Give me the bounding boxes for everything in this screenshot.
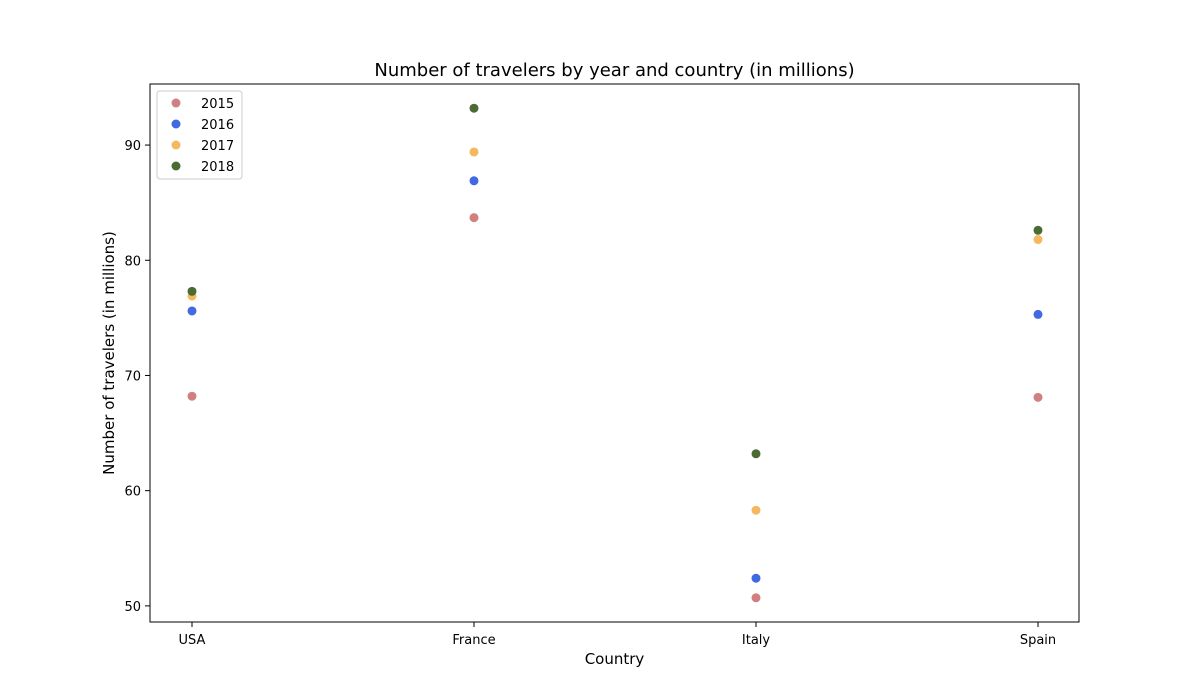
legend-frame <box>156 90 243 180</box>
data-point-2016-italy <box>751 573 761 583</box>
legend-label: 2015 <box>201 97 234 112</box>
legend-marker <box>171 98 181 108</box>
data-point-2018-france <box>469 103 479 113</box>
legend-marker <box>171 119 181 129</box>
x-axis-label: Country <box>585 650 645 668</box>
data-points <box>187 103 1043 603</box>
legend-label: 2018 <box>201 160 234 175</box>
data-point-2017-italy <box>751 505 761 515</box>
data-point-2015-france <box>469 213 479 223</box>
y-axis-label: Number of travelers (in millions) <box>100 231 118 475</box>
y-tick-label: 50 <box>124 600 141 615</box>
y-tick-label: 80 <box>124 254 141 269</box>
data-point-2015-italy <box>751 593 761 603</box>
data-point-2017-france <box>469 147 479 157</box>
y-axis: 50 60 70 80 90 <box>124 139 150 615</box>
x-tick-label: France <box>452 633 495 648</box>
x-axis: USA France Italy Spain <box>179 622 1056 648</box>
y-tick-label: 70 <box>124 369 141 384</box>
data-point-2015-spain <box>1033 392 1043 402</box>
chart-title: Number of travelers by year and country … <box>374 60 854 81</box>
legend-marker <box>171 161 181 171</box>
y-tick-label: 60 <box>124 485 141 500</box>
data-point-2016-usa <box>187 306 197 316</box>
data-point-2016-spain <box>1033 309 1043 319</box>
legend: 2015 2016 2017 2018 <box>156 90 243 180</box>
x-tick-label: Spain <box>1020 633 1056 648</box>
legend-marker <box>171 140 181 150</box>
x-tick-label: Italy <box>742 633 771 648</box>
legend-label: 2017 <box>201 139 234 154</box>
data-point-2018-usa <box>187 286 197 296</box>
legend-label: 2016 <box>201 118 234 133</box>
x-tick-label: USA <box>179 633 206 648</box>
data-point-2018-italy <box>751 449 761 459</box>
data-point-2018-spain <box>1033 225 1043 235</box>
data-point-2015-usa <box>187 391 197 401</box>
plot-frame <box>149 83 1080 623</box>
data-point-2017-spain <box>1033 235 1043 245</box>
data-point-2016-france <box>469 176 479 186</box>
y-tick-label: 90 <box>124 139 141 154</box>
